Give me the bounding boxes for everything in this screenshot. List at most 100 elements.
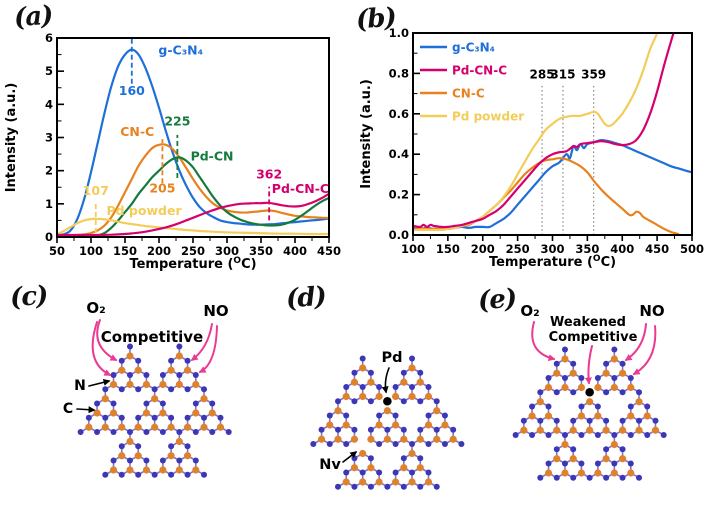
nitrogen-atom [110, 372, 117, 378]
bridging-nitrogen-atom [102, 386, 109, 393]
terminal-nitrogen-atom [225, 429, 232, 435]
terminal-nitrogen-atom [201, 471, 208, 478]
nitrogen-atom [343, 384, 350, 390]
terminal-nitrogen-atom [512, 432, 519, 438]
carbon-atom [142, 380, 151, 389]
carbon-atom [317, 435, 326, 443]
nitrogen-atom [384, 426, 391, 433]
carbon-atom [602, 426, 610, 434]
nitrogen-atom [603, 417, 610, 424]
carbon-atom [159, 380, 167, 389]
x-tick-label: 450 [645, 242, 669, 256]
y-axis-title: Intensity (a.u.) [359, 79, 374, 189]
y-tick-label: 0 [45, 230, 53, 244]
nitrogen-atom [343, 412, 350, 419]
adsorption-arrow [531, 321, 556, 362]
nitrogen-atom [376, 412, 383, 419]
annotation-no: NO [639, 302, 664, 320]
carbon-atom [610, 440, 618, 449]
terminal-nitrogen-atom [660, 432, 667, 438]
carbon-atom [359, 364, 367, 372]
plot-frame [56, 37, 330, 238]
carbon-atom [175, 380, 183, 389]
carbon-atom [610, 355, 618, 363]
nitrogen-atom [151, 414, 158, 421]
nitrogen-atom [192, 457, 199, 464]
nitrogen-atom [126, 372, 133, 378]
legend-label-g-C₃N₄: g-C₃N₄ [452, 41, 495, 55]
carbon-atom [126, 380, 134, 389]
nitrogen-atom [143, 400, 150, 407]
y-tick-label: 1 [45, 197, 53, 211]
legend-label-Pd powder: Pd powder [452, 110, 524, 124]
carbon-atom [167, 452, 175, 460]
annotation-nv: Nv [319, 457, 341, 473]
carbon-atom [342, 478, 350, 486]
carbon-atom [610, 383, 618, 392]
nitrogen-atom [570, 389, 577, 396]
x-axis-title: Temperature (OC) [489, 254, 616, 270]
nitrogen-atom [159, 372, 166, 378]
nitrogen-atom [619, 446, 626, 453]
annotation-o2: O₂ [86, 299, 105, 317]
carbon-atom [350, 378, 359, 386]
y-tick-label: 0.4 [389, 147, 409, 161]
nitrogen-atom [135, 471, 142, 478]
nitrogen-atom [192, 429, 199, 435]
carbon-atom [544, 469, 553, 477]
terminal-nitrogen-atom [409, 355, 416, 362]
nitrogen-atom [209, 400, 216, 407]
carbon-atom [416, 464, 424, 472]
nitrogen-atom [367, 426, 374, 433]
x-tick-label: 250 [506, 242, 530, 256]
nitrogen-atom [351, 369, 358, 376]
carbon-atom [175, 466, 183, 474]
carbon-atom [536, 426, 544, 434]
carbon-atom [618, 369, 627, 377]
carbon-atom [602, 369, 610, 377]
nitrogen-atom [192, 372, 199, 378]
nitrogen-atom [126, 457, 133, 464]
nitrogen-atom [619, 417, 626, 424]
nitrogen-atom [652, 417, 659, 424]
carbon-atom [424, 478, 433, 486]
x-tick-label: 350 [575, 242, 599, 256]
vline-label-285: 285 [530, 67, 555, 81]
annotation-o2: O₂ [520, 302, 539, 320]
nitrogen-atom [417, 369, 424, 376]
nitrogen-atom [619, 389, 626, 396]
nitrogen-atom [603, 474, 610, 481]
carbon-atom [400, 378, 408, 386]
carbon-atom [126, 466, 134, 474]
panel-d-structure: Pd Nv [310, 350, 465, 490]
nitrogen-atom [425, 384, 432, 390]
x-tick-label: 400 [283, 244, 307, 258]
nitrogen-atom [619, 360, 626, 367]
nitrogen-atom [143, 429, 150, 435]
nitrogen-atom [110, 429, 117, 435]
carbon-atom [577, 469, 586, 477]
nitrogen-atom [143, 372, 150, 378]
nitrogen-atom [417, 398, 424, 405]
nitrogen-atom [176, 457, 183, 464]
nitrogen-atom [118, 357, 125, 364]
carbon-atom [200, 423, 208, 431]
series-Pd-CN-C [57, 192, 329, 237]
x-axis-title: Temperature (OC) [129, 256, 256, 272]
bridging-nitrogen-atom [176, 429, 183, 435]
nitrogen-atom [159, 429, 166, 435]
adsorption-arrow [624, 323, 647, 361]
y-tick-label: 4 [45, 97, 53, 111]
x-tick-label: 200 [147, 244, 171, 258]
series-Pd-CN [57, 156, 329, 237]
carbon-atom [408, 449, 416, 458]
nitrogen-atom [326, 412, 333, 419]
nitrogen-atom [326, 441, 333, 447]
x-tick-label: 100 [79, 244, 103, 258]
carbon-atom [142, 409, 151, 417]
nitrogen-atom [201, 414, 208, 421]
nitrogen-atom [578, 403, 585, 410]
peak-value-205: 205 [149, 181, 175, 196]
nitrogen-atom [335, 426, 341, 433]
nitrogen-atom [603, 360, 610, 367]
